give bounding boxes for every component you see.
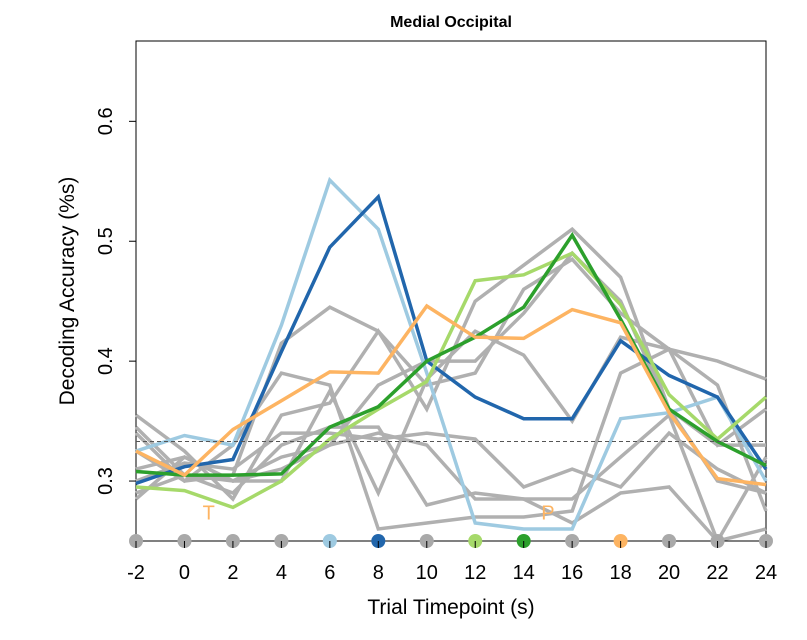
series-layer <box>134 176 768 544</box>
x-tick-label-3: 2 <box>227 562 238 584</box>
chart-title: Medial Occipital <box>390 14 512 31</box>
plot-frame <box>135 40 767 542</box>
series-line-11 <box>135 251 768 510</box>
x-tick-label-9: 14 <box>513 562 535 584</box>
x-tick-label-7: 10 <box>416 562 438 584</box>
x-tick-label-14: 24 <box>755 562 777 584</box>
y-tick-label-2: 0.4 <box>95 347 117 375</box>
series-line-3 <box>135 346 768 531</box>
x-tick-label-8: 12 <box>464 562 486 584</box>
x-tick-label-4: 4 <box>276 562 287 584</box>
timepoint-markers <box>129 534 773 548</box>
x-tick-label-10: 16 <box>561 562 583 584</box>
x-axis-label: Trial Timepoint (s) <box>367 596 534 619</box>
series-line-4 <box>135 329 768 512</box>
annotation-1: T <box>203 502 215 524</box>
y-tick-label-3: 0.5 <box>95 227 117 255</box>
x-tick-label-12: 20 <box>658 562 680 584</box>
x-tick-label-13: 22 <box>706 562 728 584</box>
x-tick-label-11: 18 <box>609 562 631 584</box>
x-tick-label-2: 0 <box>179 562 190 584</box>
x-tick-label-1: -2 <box>127 562 145 584</box>
x-tick-label-6: 8 <box>373 562 384 584</box>
x-axis: -2 0 2 4 6 8 10 12 14 16 18 20 22 24 <box>127 541 777 584</box>
series-line-10 <box>135 193 768 486</box>
y-tick-label-4: 0.6 <box>95 107 117 135</box>
series-line-13 <box>135 303 767 487</box>
y-axis-label: Decoding Accuracy (%s) <box>56 177 79 406</box>
x-tick-label-5: 6 <box>324 562 335 584</box>
series-line-7 <box>134 431 768 544</box>
series-line-6 <box>135 412 767 544</box>
series-line-5 <box>135 430 767 495</box>
y-axis: 0.3 0.4 0.5 0.6 <box>95 107 136 495</box>
y-tick-label-1: 0.3 <box>95 467 117 495</box>
annotation-2: P <box>541 502 554 524</box>
